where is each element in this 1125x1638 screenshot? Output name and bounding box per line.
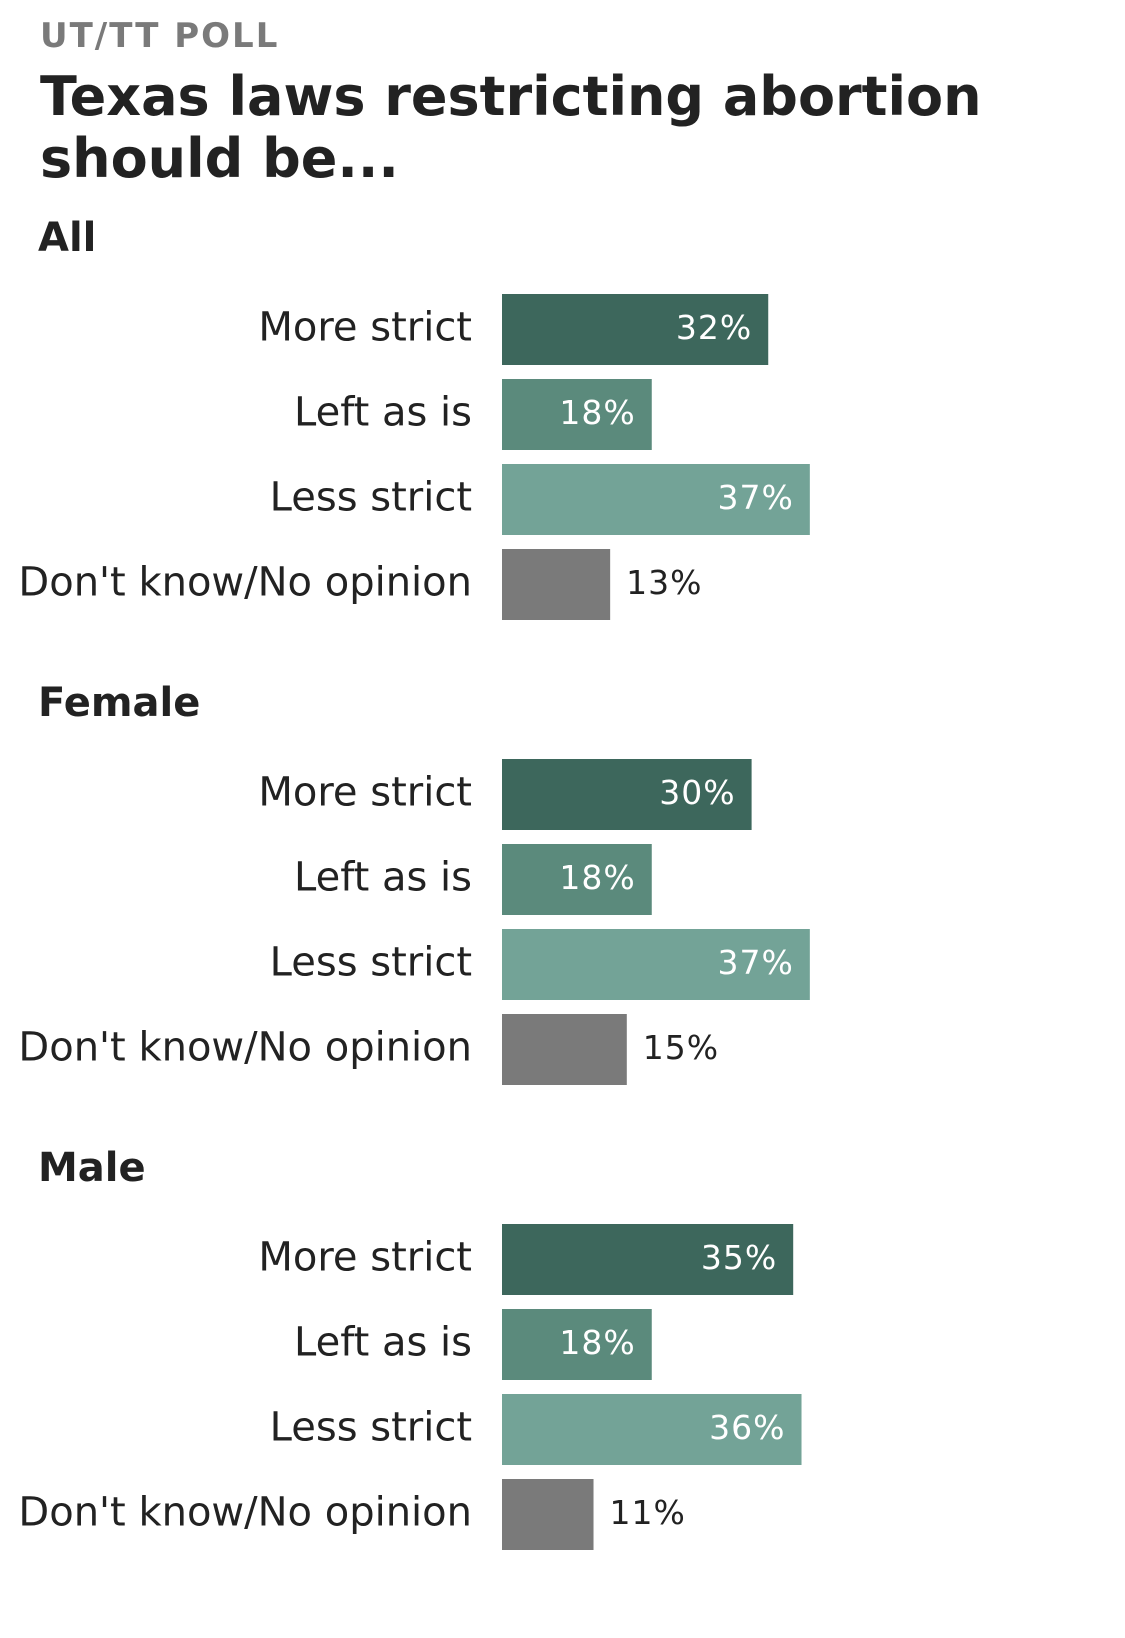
bar-female-left-as-is: [502, 844, 652, 915]
bar-male-less-strict: [502, 1394, 802, 1465]
group-title-male: Male: [38, 1145, 146, 1191]
value-label-all-don-t-know-no-opinion: 13%: [626, 563, 702, 602]
category-label-don-t-know-no-opinion: Don't know/No opinion: [18, 1025, 472, 1071]
category-label-less-strict: Less strict: [270, 475, 472, 521]
category-label-don-t-know-no-opinion: Don't know/No opinion: [18, 1490, 472, 1536]
value-label-male-left-as-is: 18%: [559, 1323, 635, 1362]
category-label-more-strict: More strict: [258, 770, 472, 816]
bar-all-left-as-is: [502, 379, 652, 450]
group-title-female: Female: [38, 680, 200, 726]
value-label-female-more-strict: 30%: [659, 773, 735, 812]
value-label-female-don-t-know-no-opinion: 15%: [643, 1028, 719, 1067]
value-label-all-less-strict: 37%: [717, 478, 793, 517]
bar-all-don-t-know-no-opinion: [502, 549, 611, 620]
category-label-more-strict: More strict: [258, 305, 472, 351]
bar-female-more-strict: [502, 759, 752, 830]
category-label-less-strict: Less strict: [270, 1405, 472, 1451]
bar-male-don-t-know-no-opinion: [502, 1479, 594, 1550]
value-label-all-left-as-is: 18%: [559, 393, 635, 432]
bar-all-less-strict: [502, 464, 810, 535]
value-label-male-more-strict: 35%: [701, 1238, 777, 1277]
group-title-all: All: [38, 215, 96, 261]
category-label-left-as-is: Left as is: [294, 1320, 472, 1366]
bar-male-left-as-is: [502, 1309, 652, 1380]
value-label-male-less-strict: 36%: [709, 1408, 785, 1447]
category-label-less-strict: Less strict: [270, 940, 472, 986]
category-label-don-t-know-no-opinion: Don't know/No opinion: [18, 560, 472, 606]
category-label-more-strict: More strict: [258, 1235, 472, 1281]
bar-female-don-t-know-no-opinion: [502, 1014, 627, 1085]
value-label-female-less-strict: 37%: [717, 943, 793, 982]
bar-all-more-strict: [502, 294, 769, 365]
bar-female-less-strict: [502, 929, 810, 1000]
chart-title: Texas laws restricting abortion should b…: [40, 65, 982, 190]
category-label-left-as-is: Left as is: [294, 390, 472, 436]
poll-kicker: UT/TT POLL: [40, 16, 280, 56]
value-label-female-left-as-is: 18%: [559, 858, 635, 897]
bar-male-more-strict: [502, 1224, 794, 1295]
value-label-all-more-strict: 32%: [676, 308, 752, 347]
category-label-left-as-is: Left as is: [294, 855, 472, 901]
value-label-male-don-t-know-no-opinion: 11%: [610, 1493, 686, 1532]
